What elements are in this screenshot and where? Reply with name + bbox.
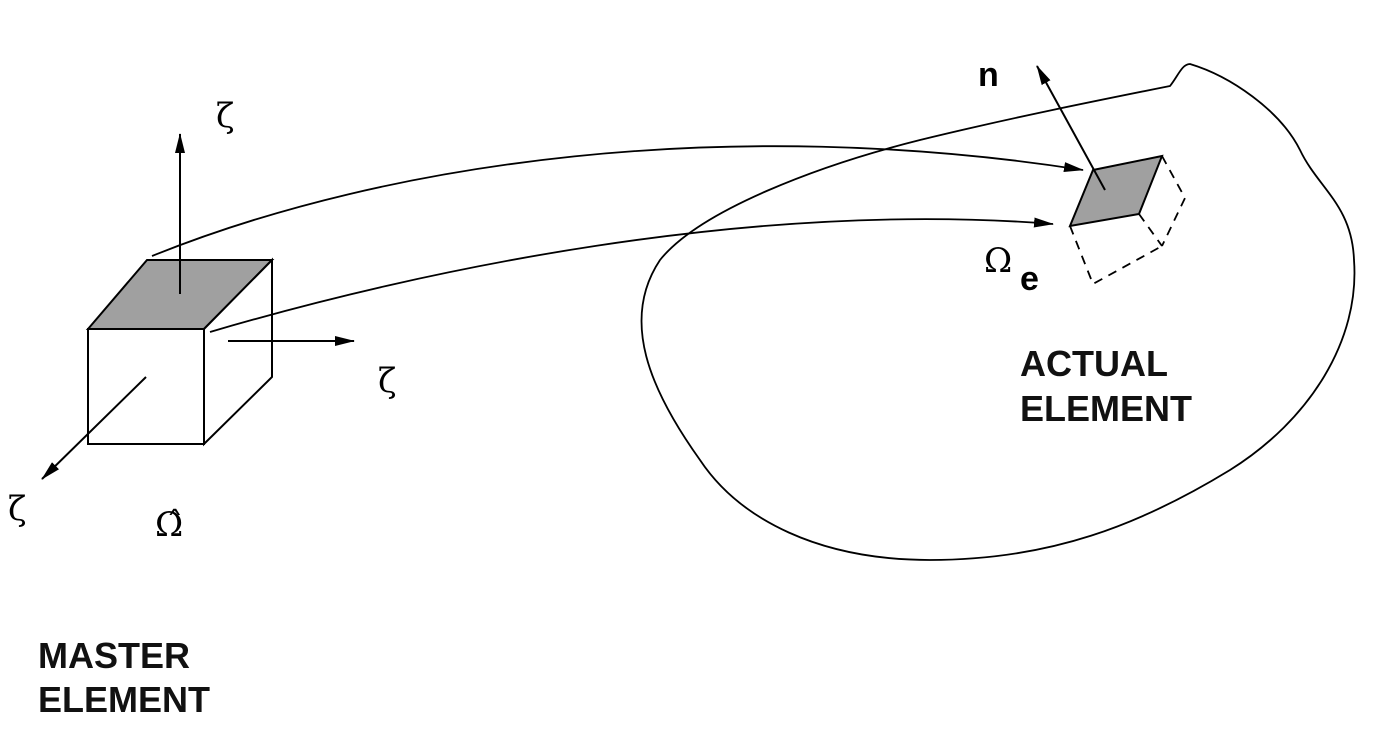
mapping-arrow-bottom [209,217,1054,333]
master-axis-up-label: ζ [216,96,234,136]
mapping-arrow-top [151,145,1084,257]
actual-surface-patch [1068,154,1164,228]
master-axis-diag [41,376,147,480]
actual-title-line2: ELEMENT [1020,388,1192,429]
actual-domain-boundary [640,63,1356,561]
actual-hidden-edges [1069,155,1187,286]
actual-title-line1: ACTUAL [1020,343,1168,384]
master-axis-right-label: ζ [378,361,396,401]
normal-label: n [978,56,999,94]
master-title-line1: MASTER [38,635,190,676]
omega-e-symbol: Ω [984,241,1012,281]
master-axis-diag-label: ζ [8,489,26,529]
master-cube [85,257,275,447]
normal-vector [1036,65,1106,191]
master-title-line2: ELEMENT [38,679,210,720]
omega-e-subscript: e [1020,260,1039,298]
cube-front-face [87,328,205,445]
omega-hat-label: Ω̂ [155,505,183,545]
